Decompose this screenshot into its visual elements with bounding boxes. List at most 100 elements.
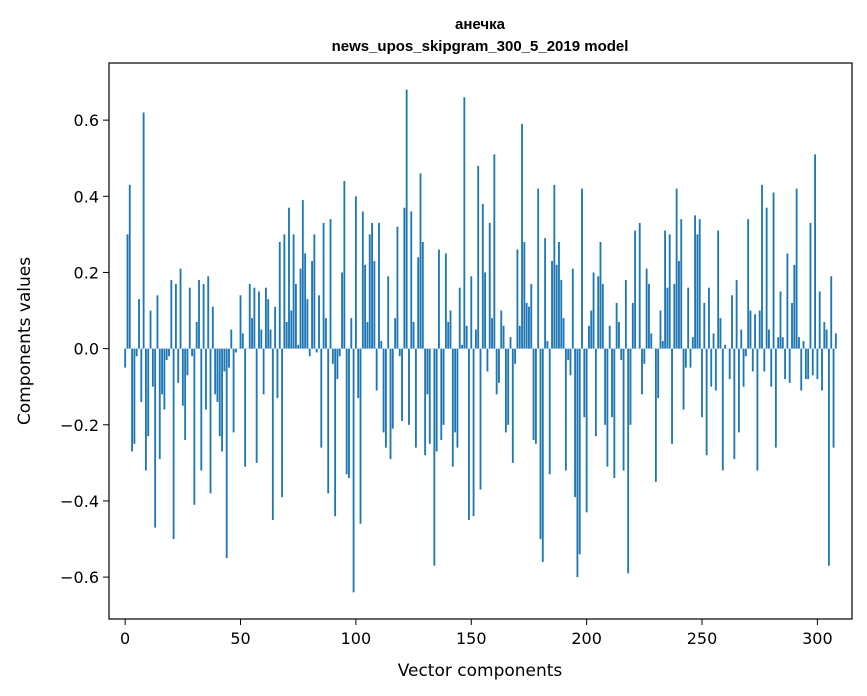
bar bbox=[516, 249, 519, 349]
x-tick-label: 50 bbox=[230, 629, 250, 648]
bar bbox=[461, 344, 463, 349]
bar bbox=[354, 196, 357, 349]
bar bbox=[373, 261, 376, 349]
bar bbox=[521, 123, 523, 349]
bar bbox=[398, 348, 401, 357]
x-tick-label: 200 bbox=[571, 629, 602, 648]
bar bbox=[297, 344, 300, 349]
bar bbox=[177, 348, 180, 383]
bar bbox=[191, 348, 193, 357]
bar bbox=[299, 268, 302, 349]
bar bbox=[830, 276, 833, 349]
bar bbox=[571, 268, 574, 349]
bar bbox=[389, 348, 392, 460]
bar bbox=[168, 348, 170, 357]
bar bbox=[828, 348, 830, 566]
bar bbox=[145, 348, 147, 471]
bar bbox=[684, 348, 687, 368]
bar bbox=[251, 318, 253, 349]
bar bbox=[608, 325, 611, 349]
bar bbox=[719, 318, 722, 349]
bar bbox=[334, 348, 337, 517]
bar bbox=[502, 325, 505, 349]
bar bbox=[207, 276, 210, 349]
bar bbox=[754, 314, 757, 349]
bar bbox=[218, 348, 221, 437]
bar bbox=[352, 348, 355, 593]
bar bbox=[744, 348, 747, 357]
bar bbox=[228, 348, 230, 368]
bar bbox=[631, 302, 634, 349]
bar bbox=[331, 348, 334, 364]
bar bbox=[147, 348, 150, 437]
bar bbox=[214, 348, 217, 395]
bar bbox=[241, 333, 244, 349]
bar bbox=[768, 329, 770, 349]
bar bbox=[329, 219, 332, 349]
bar bbox=[320, 348, 323, 448]
bar bbox=[253, 287, 256, 349]
y-tick-label: 0.0 bbox=[74, 340, 99, 359]
bar bbox=[705, 348, 708, 456]
bar bbox=[454, 348, 457, 433]
x-tick-label: 0 bbox=[120, 629, 130, 648]
bar bbox=[294, 283, 297, 349]
bar bbox=[641, 348, 643, 395]
bar bbox=[523, 241, 526, 349]
bar bbox=[687, 287, 690, 349]
bar bbox=[708, 287, 710, 349]
bar bbox=[659, 310, 662, 349]
bar bbox=[308, 348, 311, 357]
bar bbox=[488, 222, 491, 349]
bar bbox=[528, 306, 530, 349]
bar bbox=[567, 348, 570, 361]
bar bbox=[405, 89, 408, 349]
bar bbox=[534, 348, 537, 444]
bar bbox=[733, 348, 736, 460]
bar bbox=[435, 348, 438, 452]
bar bbox=[620, 348, 623, 361]
bar bbox=[336, 348, 339, 380]
bar bbox=[474, 329, 477, 349]
bar bbox=[648, 283, 650, 349]
bar bbox=[128, 184, 131, 349]
bar bbox=[234, 348, 237, 353]
bar bbox=[179, 268, 182, 349]
bar bbox=[444, 253, 447, 349]
bar bbox=[401, 348, 403, 421]
bar bbox=[731, 295, 733, 349]
bar bbox=[465, 325, 468, 349]
bar bbox=[680, 219, 683, 349]
bar bbox=[440, 348, 443, 441]
bar bbox=[569, 348, 572, 376]
bar bbox=[345, 348, 348, 475]
bar bbox=[172, 348, 175, 540]
bar bbox=[551, 261, 553, 349]
bar bbox=[555, 264, 558, 349]
bar bbox=[463, 97, 466, 349]
bar bbox=[384, 348, 387, 448]
bar bbox=[724, 344, 727, 349]
bar bbox=[408, 348, 410, 425]
bar bbox=[747, 219, 750, 349]
bar bbox=[532, 348, 535, 441]
bar bbox=[417, 257, 420, 349]
bar bbox=[765, 207, 768, 349]
bar bbox=[394, 318, 397, 349]
bar bbox=[504, 348, 507, 433]
bar bbox=[223, 348, 226, 372]
bar bbox=[668, 234, 671, 349]
bar bbox=[426, 348, 429, 395]
bar bbox=[802, 341, 805, 349]
bar bbox=[689, 348, 692, 368]
bar bbox=[541, 348, 544, 562]
bar bbox=[262, 348, 265, 395]
bar bbox=[795, 188, 798, 349]
bar bbox=[560, 280, 563, 349]
bar bbox=[281, 348, 283, 498]
bar bbox=[479, 348, 482, 490]
bar bbox=[511, 348, 514, 463]
bar bbox=[701, 348, 703, 418]
bar bbox=[548, 348, 551, 475]
